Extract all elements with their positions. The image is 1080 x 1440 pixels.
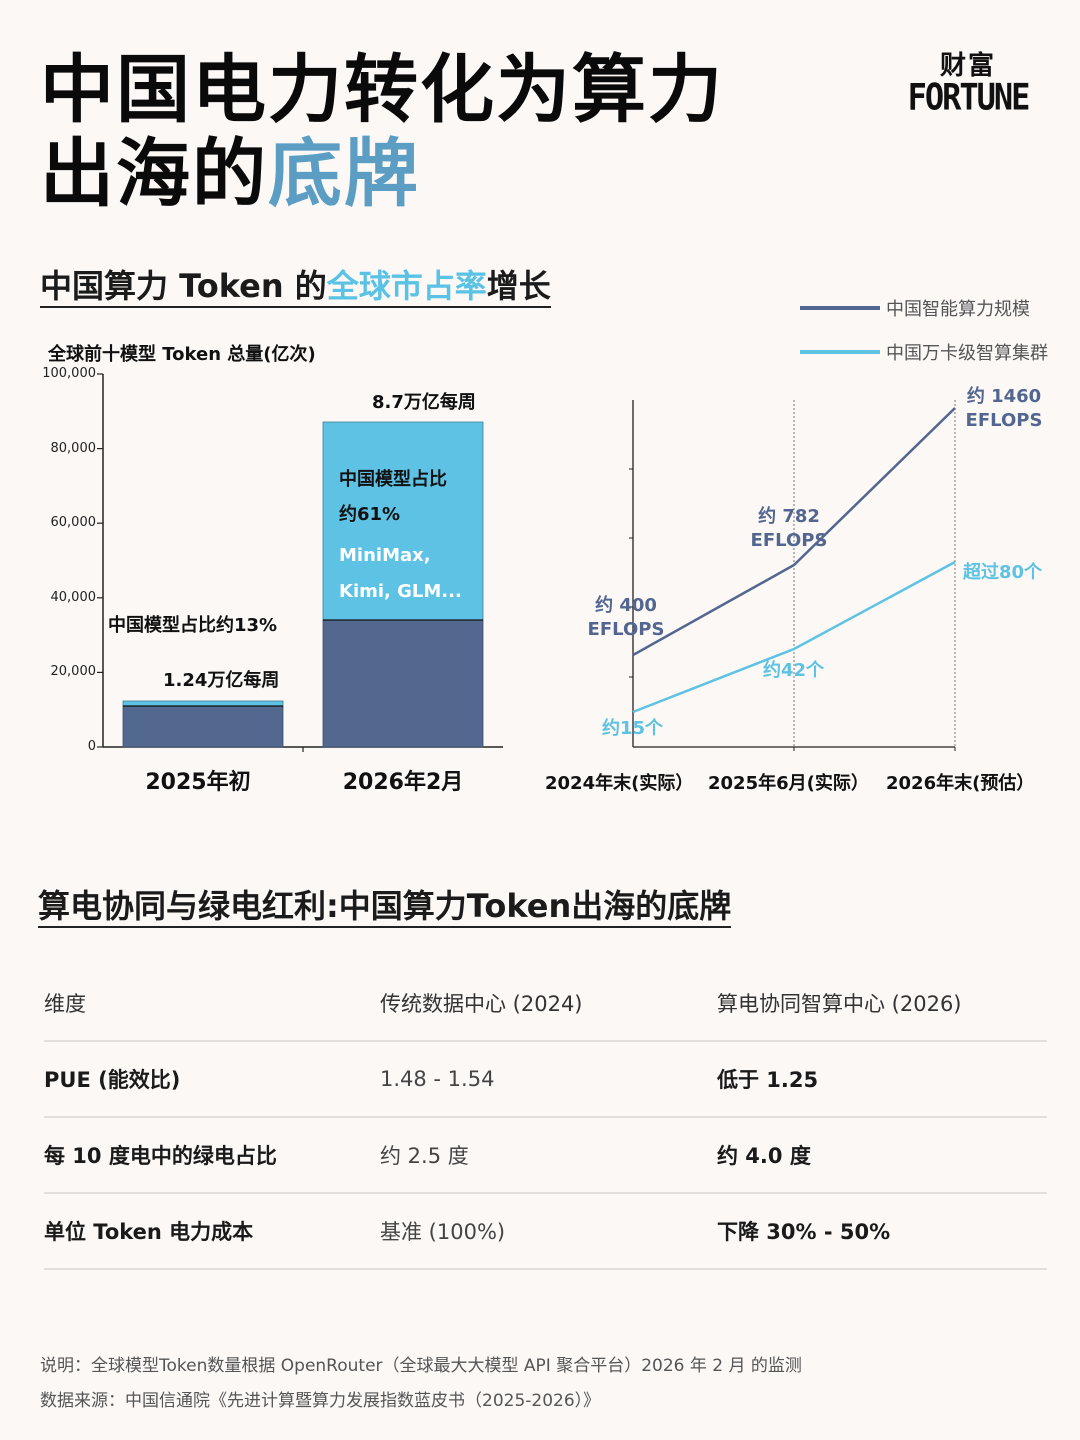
- table-row: 单位 Token 电力成本 基准 (100%) 下降 30% - 50%: [44, 1194, 1047, 1270]
- bar-chart-ylabel: 全球前十模型 Token 总量(亿次): [48, 344, 316, 365]
- line2-label-2025: 约42个: [763, 660, 825, 681]
- line1-label-2025: 约 782 EFLOPS: [750, 506, 828, 551]
- chart-legend: 中国智能算力规模 中国万卡级智算集群: [800, 286, 1048, 374]
- bar-category-2025: 2025年初: [145, 770, 251, 795]
- section2-title: 算电协同与绿电红利:中国算力Token出海的底牌: [38, 886, 732, 928]
- table-header: 传统数据中心 (2024): [380, 992, 583, 1016]
- y-tick: 60,000: [50, 515, 97, 530]
- logo-cn: 财富: [939, 51, 996, 81]
- bar2-models-annotation: MiniMax, Kimi, GLM...: [339, 545, 462, 602]
- line-category-2026: 2026年末(预估）: [886, 773, 1035, 794]
- table-cell: 每 10 度电中的绿电占比: [44, 1144, 277, 1168]
- y-tick: 0: [87, 739, 96, 754]
- table-header: 算电协同智算中心 (2026): [717, 992, 962, 1016]
- legend-item-compute-scale: 中国智能算力规模: [800, 286, 1048, 330]
- title-line-1: 中国电力转化为算力: [40, 47, 724, 133]
- table-cell: 约 2.5 度: [380, 1144, 469, 1168]
- comparison-table: 维度 传统数据中心 (2024) 算电协同智算中心 (2026) PUE (能效…: [44, 966, 1047, 1270]
- bar2-total-label: 8.7万亿每周: [372, 392, 476, 413]
- table-cell: 下降 30% - 50%: [717, 1220, 891, 1244]
- table-row: PUE (能效比) 1.48 - 1.54 低于 1.25: [44, 1042, 1047, 1118]
- section1-title: 中国算力 Token 的全球市占率增长: [40, 266, 551, 308]
- table-header-row: 维度 传统数据中心 (2024) 算电协同智算中心 (2026): [44, 966, 1047, 1042]
- line-category-2024: 2024年末(实际）: [545, 773, 694, 794]
- table-cell: 低于 1.25: [717, 1068, 819, 1092]
- table-row: 每 10 度电中的绿电占比 约 2.5 度 约 4.0 度: [44, 1118, 1047, 1194]
- table-cell: 1.48 - 1.54: [380, 1067, 495, 1091]
- legend-item-cluster-count: 中国万卡级智算集群: [800, 330, 1048, 374]
- footnote-source: 数据来源：中国信通院《先进计算暨算力发展指数蓝皮书（2025-2026）》: [40, 1391, 601, 1411]
- bar1-share-label: 中国模型占比约13%: [108, 615, 278, 636]
- legend-swatch-light: [800, 350, 880, 354]
- bar-2025: [122, 700, 284, 748]
- line1-label-2024: 约 400 EFLOPS: [587, 595, 665, 640]
- line-chart: [629, 400, 956, 751]
- footnote-note: 说明：全球模型Token数量根据 OpenRouter（全球最大大模型 API …: [40, 1356, 802, 1376]
- fortune-logo: 财富 FORTUNE: [906, 51, 1031, 119]
- title-accent: 底牌: [268, 131, 420, 217]
- table-cell: 基准 (100%): [380, 1220, 506, 1244]
- line-cluster-count: [632, 560, 956, 714]
- logo-en: FORTUNE: [907, 75, 1031, 119]
- table-cell: PUE (能效比): [44, 1068, 181, 1092]
- table-cell: 单位 Token 电力成本: [44, 1220, 254, 1244]
- bar-2026: [322, 421, 484, 748]
- y-tick: 40,000: [50, 590, 97, 605]
- bar2-share-annotation: 中国模型占比 约61%: [339, 469, 447, 525]
- line1-label-2026: 约 1460 EFLOPS: [965, 386, 1043, 431]
- bar-chart-axes: [97, 373, 956, 752]
- table-header: 维度: [44, 992, 86, 1016]
- y-tick: 20,000: [50, 664, 97, 679]
- line-category-2025: 2025年6月(实际）: [708, 773, 869, 794]
- page-title: 中国电力转化为算力 出海的底牌: [40, 48, 724, 216]
- line2-label-2024: 约15个: [602, 718, 664, 739]
- bar1-total-label: 1.24万亿每周: [163, 670, 280, 691]
- line2-label-2026: 超过80个: [963, 562, 1043, 583]
- y-tick: 80,000: [50, 441, 97, 456]
- line-compute-scale: [632, 407, 956, 657]
- y-tick: 100,000: [42, 366, 96, 381]
- bar-category-2026: 2026年2月: [342, 770, 464, 795]
- table-cell: 约 4.0 度: [717, 1144, 811, 1168]
- legend-swatch-dark: [800, 306, 880, 310]
- title-line-2: 出海的底牌: [40, 131, 420, 217]
